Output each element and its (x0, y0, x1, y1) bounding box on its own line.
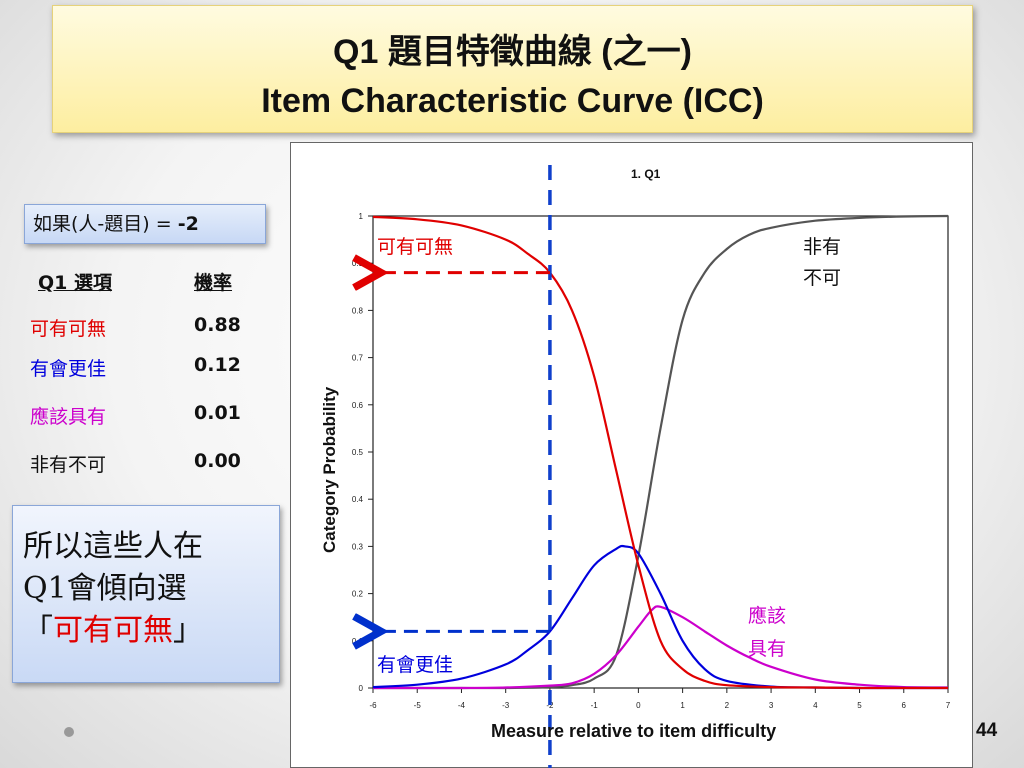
curve-annotation: 應該 (748, 604, 786, 627)
x-tick-label: 4 (813, 701, 818, 710)
x-tick-label: 7 (946, 701, 951, 710)
row-probability: 0.01 (194, 402, 241, 424)
x-axis-label: Measure relative to item difficulty (491, 721, 776, 741)
table-header-probability: 機率 (194, 272, 233, 294)
condition-box: 如果(人-題目) = -2 (24, 204, 266, 244)
x-tick-label: -5 (414, 701, 422, 710)
series-line (372, 214, 949, 690)
series-line (372, 215, 948, 690)
title-banner: Q1 題目特徵曲線 (之一) Item Characteristic Curve… (52, 5, 973, 133)
y-tick-label: 0.6 (352, 401, 364, 410)
curve-annotation: 非有 (803, 236, 841, 258)
title-english: Item Characteristic Curve (ICC) (261, 82, 764, 120)
row-probability: 0.00 (194, 450, 241, 472)
row-option: 有會更佳 (30, 358, 107, 380)
x-tick-label: -3 (502, 701, 510, 710)
x-tick-label: -4 (458, 701, 466, 710)
y-tick-label: 0 (359, 684, 364, 693)
y-tick-label: 0.7 (352, 354, 364, 363)
plot-frame (372, 215, 949, 689)
y-tick-label: 0.8 (352, 306, 364, 315)
y-tick-label: 0.2 (352, 590, 364, 599)
x-tick-label: 6 (902, 701, 907, 710)
conclusion-line3: 「可有可無」 (23, 610, 279, 652)
y-tick-label: 0.3 (352, 542, 364, 551)
bullet-dot (64, 727, 74, 737)
row-option: 可有可無 (30, 318, 107, 340)
condition-label: 如果(人-題目) = (33, 213, 178, 235)
y-tick-label: 0.5 (352, 448, 364, 457)
conclusion-box: 所以這些人在 Q1會傾向選 「可有可無」 (12, 505, 280, 683)
series-line (372, 544, 948, 690)
chart-title: 1. Q1 (631, 167, 661, 181)
x-tick-label: 3 (769, 701, 774, 710)
icc-chart: 1. Q1 0 0.1 0.2 0.3 0.4 0.5 0.6 0.7 0.8 0.9 1 -6 -5 -… (290, 142, 973, 768)
row-probability: 0.12 (194, 354, 241, 376)
close-quote: 」 (173, 613, 203, 648)
curve-annotation: 具有 (748, 638, 786, 660)
icc-chart-svg: 1. Q1 0 0.1 0.2 0.3 0.4 0.5 0.6 0.7 0.8 0.9 1 -6 -5 -… (320, 165, 951, 768)
conclusion-line2: Q1會傾向選 (23, 571, 187, 606)
curve-annotation: 不可 (803, 267, 841, 289)
x-tick-label: 1 (680, 701, 685, 710)
y-tick-label: 0.9 (352, 259, 364, 268)
curve-annotation: 有會更佳 (377, 654, 453, 676)
row-probability: 0.88 (194, 314, 241, 336)
x-tick-label: -1 (591, 701, 599, 710)
title-chinese: Q1 題目特徵曲線 (之一) (333, 33, 692, 71)
x-tick-label: -6 (369, 701, 377, 710)
table-header-option: Q1 選項 (38, 272, 112, 294)
y-tick-label: 1 (359, 212, 364, 221)
x-tick-label: -2 (546, 701, 554, 710)
x-tick-label: 2 (725, 701, 730, 710)
y-axis-label: Category Probability (320, 386, 339, 553)
open-quote: 「 (23, 613, 53, 648)
conclusion-highlight: 可有可無 (53, 613, 173, 648)
x-tick-label: 0 (636, 701, 641, 710)
page-number: 44 (976, 720, 998, 741)
condition-value: -2 (177, 213, 199, 235)
series-line (372, 605, 949, 690)
y-tick-label: 0.4 (352, 495, 364, 504)
row-option: 非有不可 (30, 454, 107, 476)
conclusion-line1: 所以這些人在 (23, 529, 203, 564)
row-option: 應該具有 (30, 406, 107, 428)
y-tick-label: 0.1 (352, 637, 364, 646)
curve-annotation: 可有可無 (377, 236, 453, 258)
x-tick-label: 5 (857, 701, 862, 710)
